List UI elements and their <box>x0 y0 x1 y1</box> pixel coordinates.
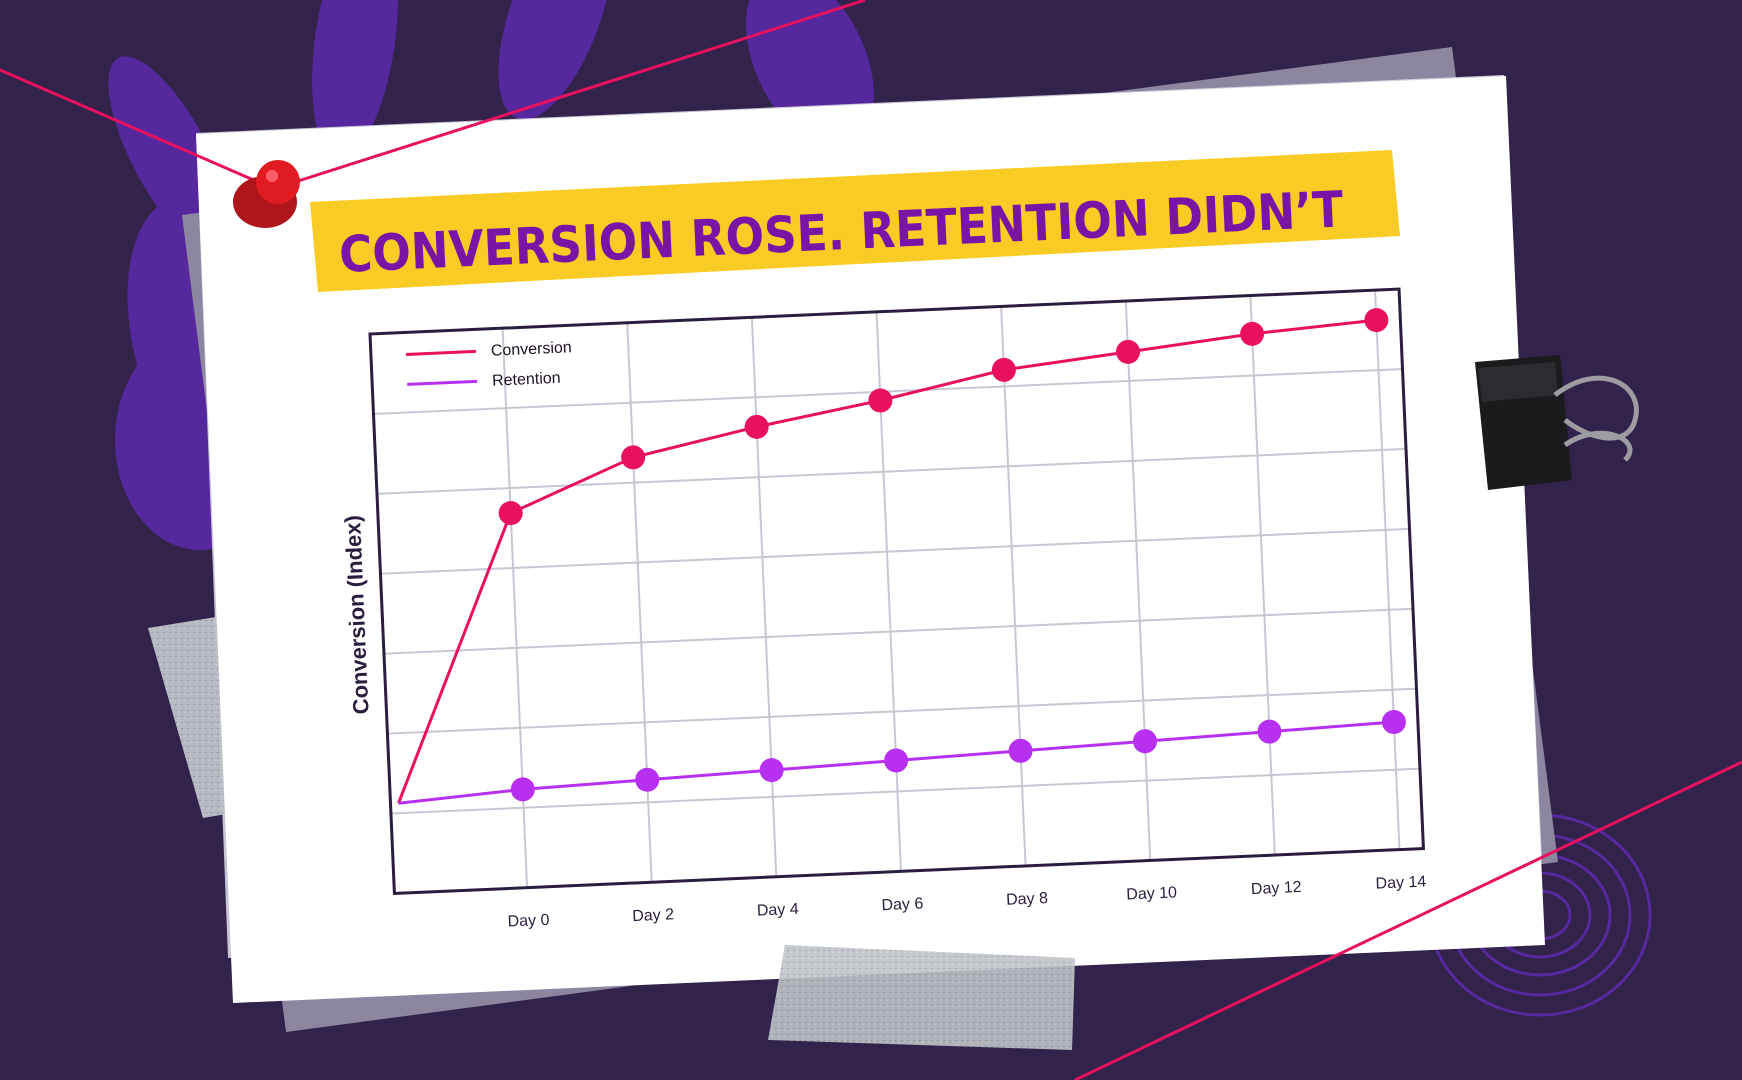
x-tick-label: Day 4 <box>757 901 800 920</box>
grid-line-vertical <box>1249 295 1276 856</box>
grid-line-horizontal <box>383 607 1414 655</box>
grid-line-vertical <box>1374 290 1401 850</box>
title-tape <box>310 150 1400 292</box>
red-string-3 <box>1074 760 1742 1080</box>
data-point-retention <box>1008 738 1033 763</box>
binder-clip-icon <box>1475 355 1639 490</box>
grid-line-vertical <box>1124 300 1152 861</box>
x-tick-label: Day 10 <box>1126 884 1177 903</box>
x-tick-label: Day 2 <box>632 906 675 925</box>
data-point-conversion <box>621 445 646 470</box>
data-point-retention <box>510 777 535 802</box>
x-tick-label: Day 14 <box>1375 873 1426 892</box>
data-point-conversion <box>1116 339 1141 364</box>
legend-swatch-retention <box>407 379 478 386</box>
red-string-2 <box>269 0 866 192</box>
data-point-retention <box>1133 729 1158 754</box>
push-pin-icon <box>233 160 300 228</box>
x-tick-labels: Day 0 Day 2 Day 4 Day 6 Day 8 Day 10 Day 12 Day… <box>507 873 1426 930</box>
grid-line-horizontal <box>390 767 1421 815</box>
grid-line-vertical <box>1000 306 1027 866</box>
data-point-retention <box>635 767 660 792</box>
data-point-conversion <box>1240 321 1265 346</box>
x-tick-label: Day 6 <box>881 895 924 914</box>
grid-line-vertical <box>750 317 778 877</box>
chart-points <box>498 308 1406 802</box>
x-tick-label: Day 0 <box>507 912 550 931</box>
data-point-conversion <box>868 388 893 413</box>
paper-sheet <box>196 76 1545 1003</box>
data-point-retention <box>884 748 909 773</box>
grid-line-horizontal <box>376 447 1407 495</box>
x-tick-label: Day 12 <box>1251 879 1302 898</box>
data-point-conversion <box>1364 308 1389 333</box>
legend: Conversion Retention <box>405 339 572 390</box>
data-point-conversion <box>991 357 1016 382</box>
data-point-conversion <box>744 414 769 439</box>
data-point-retention <box>759 758 784 783</box>
legend-label-retention: Retention <box>492 370 561 390</box>
grid-line-horizontal <box>387 687 1417 735</box>
x-tick-label: Day 8 <box>1006 890 1049 909</box>
legend-swatch-conversion <box>405 349 476 356</box>
plot-frame <box>368 287 1426 896</box>
data-point-conversion <box>498 501 523 526</box>
legend-label-conversion: Conversion <box>490 339 572 360</box>
chart-area: Day 0 Day 2 Day 4 Day 6 Day 8 Day 10 Day 12 Day… <box>340 287 1427 931</box>
data-point-retention <box>1381 709 1406 734</box>
grid-line-horizontal <box>380 527 1410 575</box>
red-string-1 <box>0 68 266 187</box>
bottom-tape <box>768 945 1075 1050</box>
data-point-retention <box>1257 719 1282 744</box>
